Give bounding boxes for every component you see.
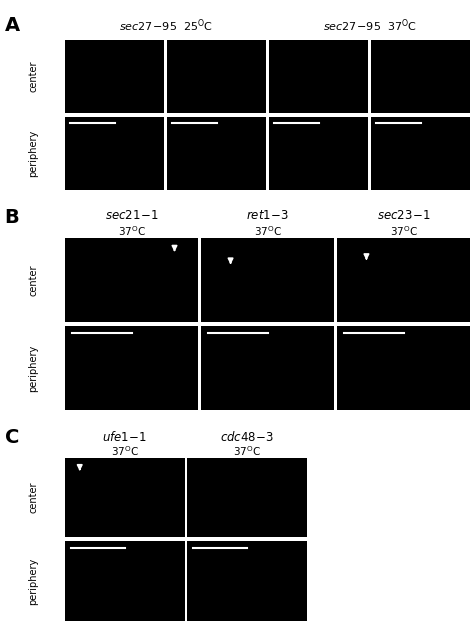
Text: $\mathit{sec27\!-\!95}$  25$^\mathrm{O}$C: $\mathit{sec27\!-\!95}$ 25$^\mathrm{O}$C: [119, 18, 213, 34]
Text: 37$^\mathrm{O}$C: 37$^\mathrm{O}$C: [233, 444, 261, 458]
Text: center: center: [28, 60, 38, 92]
Text: 37$^\mathrm{O}$C: 37$^\mathrm{O}$C: [390, 224, 418, 238]
Text: 37$^\mathrm{O}$C: 37$^\mathrm{O}$C: [254, 224, 282, 238]
Text: A: A: [5, 16, 20, 35]
Text: periphery: periphery: [28, 344, 38, 392]
Text: B: B: [5, 208, 19, 226]
Text: $\mathit{sec27\!-\!95}$  37$^\mathrm{O}$C: $\mathit{sec27\!-\!95}$ 37$^\mathrm{O}$C: [323, 18, 417, 34]
Text: center: center: [28, 264, 38, 296]
Text: $\mathit{ufe1\!-\!1}$: $\mathit{ufe1\!-\!1}$: [102, 430, 148, 443]
Text: C: C: [5, 428, 19, 447]
Text: center: center: [28, 482, 38, 513]
Text: periphery: periphery: [28, 557, 38, 604]
Text: 37$^\mathrm{O}$C: 37$^\mathrm{O}$C: [111, 444, 139, 458]
Text: $\mathit{ret1\!-\!3}$: $\mathit{ret1\!-\!3}$: [246, 209, 290, 223]
Text: periphery: periphery: [28, 130, 38, 177]
Text: $\mathit{sec23\!-\!1}$: $\mathit{sec23\!-\!1}$: [377, 209, 430, 223]
Text: 37$^\mathrm{O}$C: 37$^\mathrm{O}$C: [118, 224, 146, 238]
Text: $\mathit{sec21\!-\!1}$: $\mathit{sec21\!-\!1}$: [105, 209, 159, 223]
Text: $\mathit{cdc48\!-\!3}$: $\mathit{cdc48\!-\!3}$: [220, 430, 274, 443]
